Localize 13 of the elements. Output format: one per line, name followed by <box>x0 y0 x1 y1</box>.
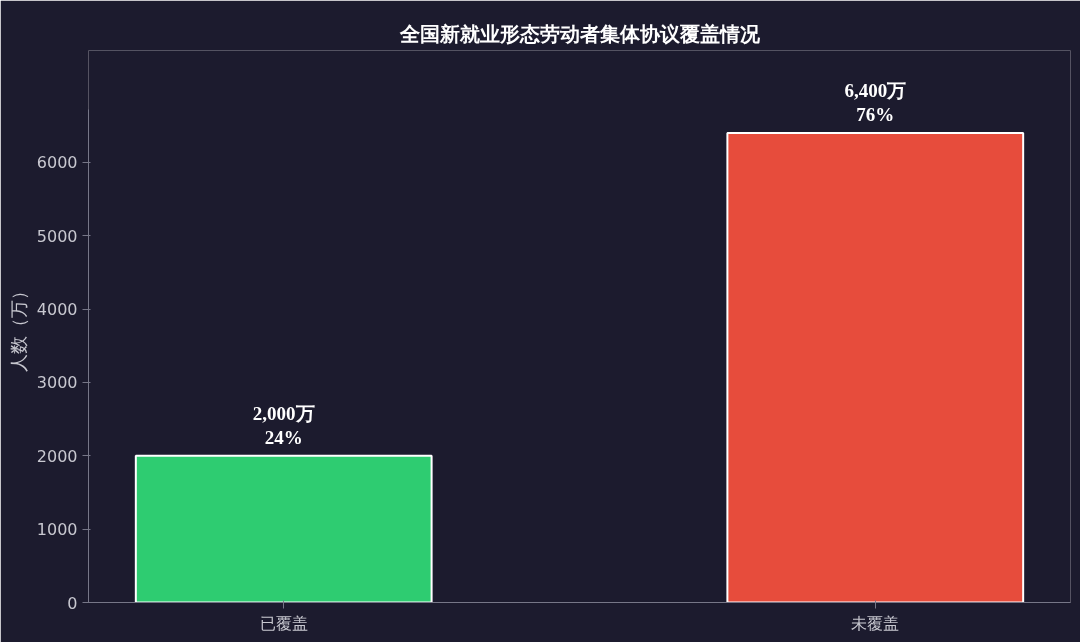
y-tick-label: 1000 <box>36 520 78 540</box>
data-label: 6,400万 76% <box>844 80 907 126</box>
x-tick-label: 已覆盖 <box>259 613 308 633</box>
x-tick-label: 未覆盖 <box>851 613 900 633</box>
data-label: 2,000万 24% <box>252 402 315 448</box>
y-tick-label: 5000 <box>36 226 78 246</box>
y-axis-title: 人数（万） <box>7 281 29 372</box>
y-tick-label: 3000 <box>36 373 78 393</box>
y-tick-label: 6000 <box>36 153 78 173</box>
y-tick-label: 2000 <box>36 446 78 466</box>
y-tick-label: 4000 <box>36 300 78 320</box>
y-tick-label: 0 <box>67 593 78 613</box>
chart-title: 全国新就业形态劳动者集体协议覆盖情况 <box>398 21 761 46</box>
